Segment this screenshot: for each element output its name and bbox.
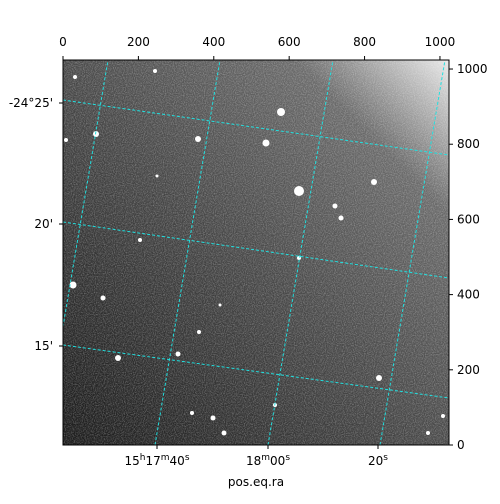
y-tick-label: 600 <box>457 212 480 226</box>
x-tick-label: 0 <box>59 35 67 49</box>
y-tick-label: 0 <box>457 438 465 452</box>
frame <box>62 59 450 446</box>
x-axis-label: pos.eq.ra <box>228 475 284 489</box>
x-tick-label: 200 <box>127 35 150 49</box>
x-tick-label: 600 <box>278 35 301 49</box>
dec-tick-label: 15' <box>34 339 53 353</box>
sky-image <box>63 60 449 445</box>
ra-tick-label: 20s <box>368 453 388 468</box>
coordinate-grid <box>63 60 449 445</box>
y-tick-label: 1000 <box>457 62 488 76</box>
y-tick-label: 200 <box>457 363 480 377</box>
x-tick-label: 800 <box>353 35 376 49</box>
x-tick-label: 1000 <box>425 35 456 49</box>
dec-tick-label: -24°25' <box>9 96 53 110</box>
ra-tick-label: 15h17m40s <box>124 453 189 468</box>
x-tick-label: 400 <box>202 35 225 49</box>
y-tick-label: 800 <box>457 137 480 151</box>
dec-tick-label: 20' <box>34 217 53 231</box>
ra-tick-label: 18m00s <box>246 453 290 468</box>
y-tick-label: 400 <box>457 288 480 302</box>
